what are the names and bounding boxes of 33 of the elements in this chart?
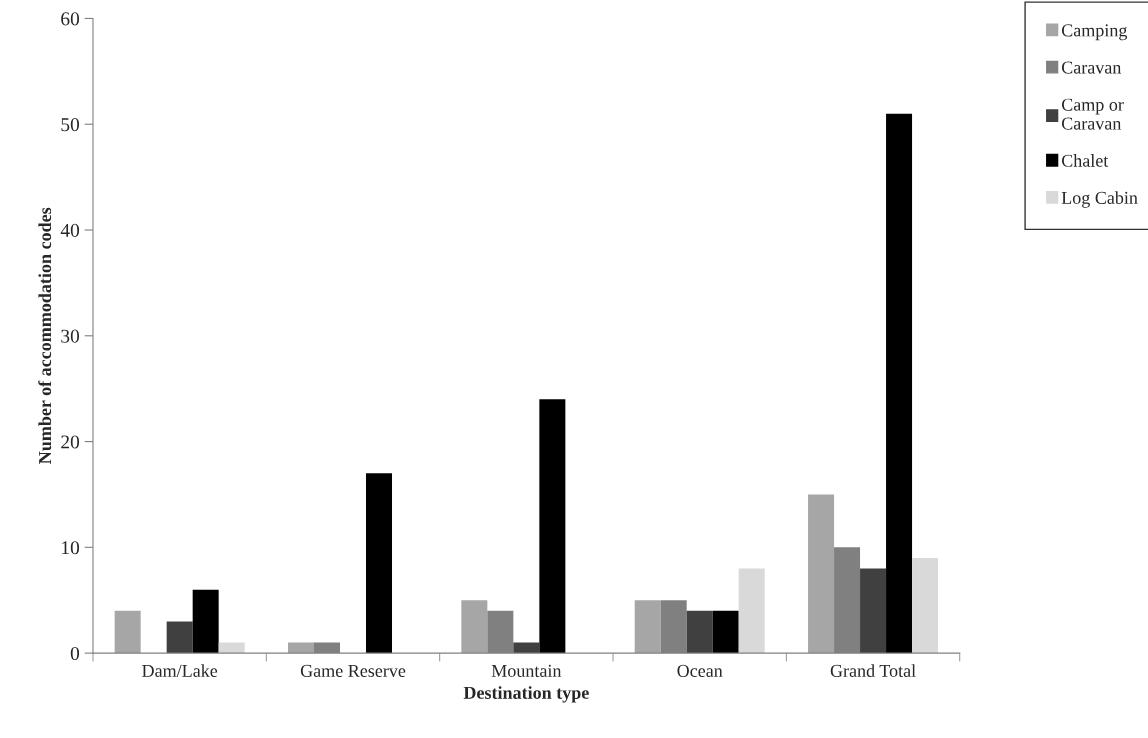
- x-tick-label: Game Reserve: [300, 664, 406, 677]
- bar: [738, 568, 765, 654]
- legend-label: Chalet: [1061, 154, 1109, 167]
- x-axis-title: Destination type: [463, 686, 589, 703]
- bar: [166, 621, 193, 654]
- y-tick-label: 0: [70, 646, 80, 661]
- bar: [192, 589, 219, 654]
- y-tick-label: 20: [61, 435, 80, 449]
- y-axis-title: Number of accommodation codes: [38, 207, 52, 464]
- y-tick-label: 40: [60, 223, 80, 237]
- bar: [461, 600, 488, 654]
- bar: [912, 557, 939, 654]
- bar: [634, 600, 661, 654]
- bar: [539, 399, 566, 654]
- y-tick-label: 50: [61, 118, 80, 132]
- x-tick-label: Mountain: [491, 664, 562, 677]
- x-tick-label: Dam/Lake: [142, 664, 218, 677]
- legend-label: Camp or Caravan: [1061, 98, 1124, 130]
- y-tick-label: 60: [61, 12, 80, 26]
- bar: [686, 610, 713, 654]
- legend-label: Camping: [1061, 24, 1128, 41]
- x-tick-label: Ocean: [677, 664, 723, 677]
- bar: [366, 473, 393, 654]
- y-tick-label: 10: [62, 541, 80, 555]
- legend-label: Caravan: [1061, 61, 1122, 74]
- x-tick-label: Grand Total: [830, 664, 916, 677]
- legend-label: Log Cabin: [1061, 191, 1138, 208]
- bar: [114, 610, 141, 654]
- bar: [808, 494, 835, 654]
- bar: [712, 610, 739, 654]
- bar: [860, 568, 887, 654]
- bar: [886, 113, 913, 654]
- y-tick-label: 30: [61, 329, 80, 343]
